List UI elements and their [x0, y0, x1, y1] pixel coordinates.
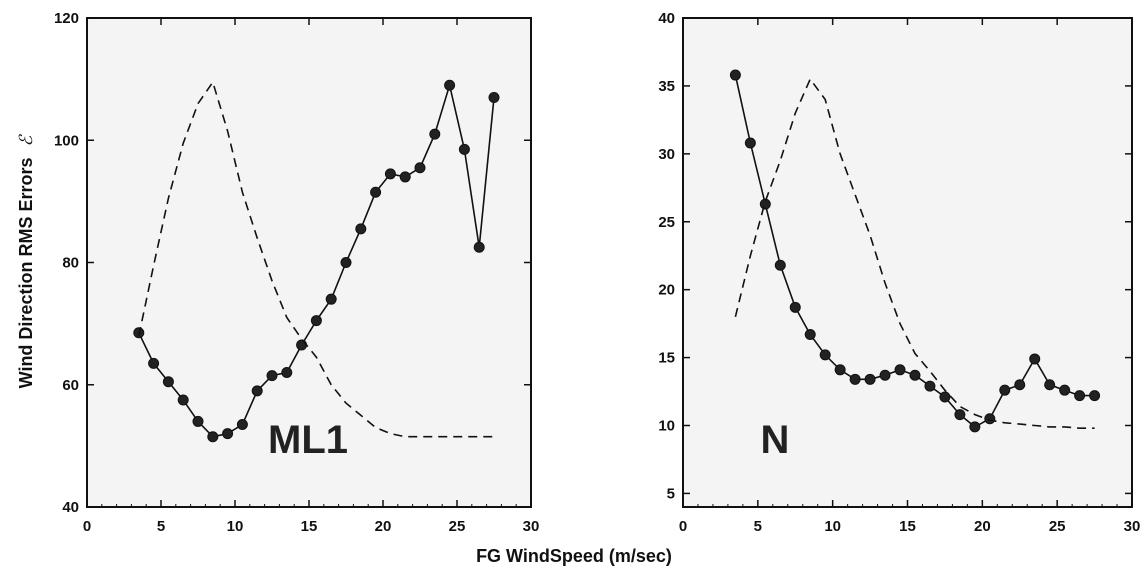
x-axis-label: FG WindSpeed (m/sec) — [476, 546, 672, 566]
data-point — [444, 79, 456, 91]
data-point — [162, 376, 174, 388]
data-point — [429, 128, 441, 140]
data-point — [222, 428, 234, 440]
x-tick-label: 25 — [1049, 518, 1066, 535]
data-point — [744, 137, 756, 149]
data-point — [1029, 353, 1041, 365]
y-tick-label: 40 — [658, 10, 675, 27]
data-point — [819, 349, 831, 361]
data-point — [488, 91, 500, 103]
data-point — [879, 369, 891, 381]
x-tick-label: 5 — [754, 518, 762, 535]
data-point — [924, 380, 936, 392]
data-point — [774, 259, 786, 271]
series-dashed-line — [734, 77, 1095, 430]
x-tick-label: 30 — [1124, 518, 1141, 535]
y-axis-label: Wind Direction RMS Errors ℰ — [16, 134, 36, 389]
data-point — [177, 394, 189, 406]
x-tick-label: 10 — [227, 518, 244, 535]
series-dashed-line — [138, 80, 494, 438]
data-point — [340, 257, 352, 268]
x-tick-label: 0 — [679, 518, 687, 535]
data-point — [834, 364, 846, 376]
x-tick-label: 5 — [157, 518, 165, 535]
x-tick-label: 20 — [974, 518, 991, 535]
data-point — [804, 328, 816, 340]
x-tick-label: 15 — [301, 518, 318, 535]
data-point — [148, 357, 160, 369]
y-tick-label: 5 — [667, 485, 675, 502]
data-point — [789, 301, 801, 313]
y-tick-label: 100 — [54, 132, 79, 149]
y-tick-label: 25 — [658, 214, 675, 231]
y-tick-label: 60 — [62, 377, 79, 394]
panel-ml1: 0 5 10 15 20 25 30 40 60 80 100 120 ML1 — [54, 10, 539, 535]
x-tick-label: 20 — [375, 518, 392, 535]
data-point — [1059, 384, 1071, 396]
x-tick-label: 0 — [83, 518, 91, 535]
data-point — [849, 373, 861, 385]
data-point — [251, 385, 263, 397]
data-point — [325, 293, 337, 305]
data-point — [458, 143, 470, 155]
plot-area — [682, 17, 1133, 508]
x-tick-label: 30 — [523, 518, 540, 535]
y-tick-label: 20 — [658, 282, 675, 299]
y-tick-label: 120 — [54, 10, 79, 27]
data-point — [759, 198, 771, 210]
data-point — [954, 409, 966, 421]
data-point — [729, 69, 741, 81]
panel-label: ML1 — [268, 418, 348, 462]
y-tick-label: 80 — [62, 255, 79, 272]
data-point — [473, 241, 485, 253]
data-point — [296, 339, 308, 351]
y-tick-label: 10 — [658, 418, 675, 435]
x-tick-label: 10 — [824, 518, 841, 535]
plot-area — [86, 17, 532, 508]
data-point — [207, 431, 219, 443]
data-point — [999, 384, 1011, 396]
data-point — [370, 186, 382, 198]
data-point — [266, 370, 278, 382]
data-point — [969, 421, 981, 433]
y-tick-label: 35 — [658, 78, 675, 95]
data-point — [399, 171, 411, 183]
x-tick-label: 15 — [899, 518, 916, 535]
y-tick-label: 30 — [658, 146, 675, 163]
data-point — [1044, 379, 1056, 391]
x-tick-label: 25 — [449, 518, 466, 535]
y-tick-label: 15 — [658, 350, 675, 367]
data-point — [864, 373, 876, 385]
data-point — [192, 415, 204, 427]
data-point — [909, 369, 921, 381]
data-point — [1014, 379, 1026, 391]
data-point — [355, 223, 367, 235]
data-point — [1089, 390, 1101, 402]
data-point — [894, 364, 906, 376]
data-point — [384, 168, 396, 180]
data-point — [1074, 390, 1086, 402]
data-point — [236, 418, 248, 430]
y-tick-label: 40 — [62, 499, 79, 516]
data-point — [414, 162, 426, 174]
data-point — [310, 315, 322, 327]
data-point — [939, 391, 951, 403]
data-point — [281, 367, 293, 379]
data-point — [984, 413, 996, 425]
panel-label: N — [761, 418, 790, 462]
